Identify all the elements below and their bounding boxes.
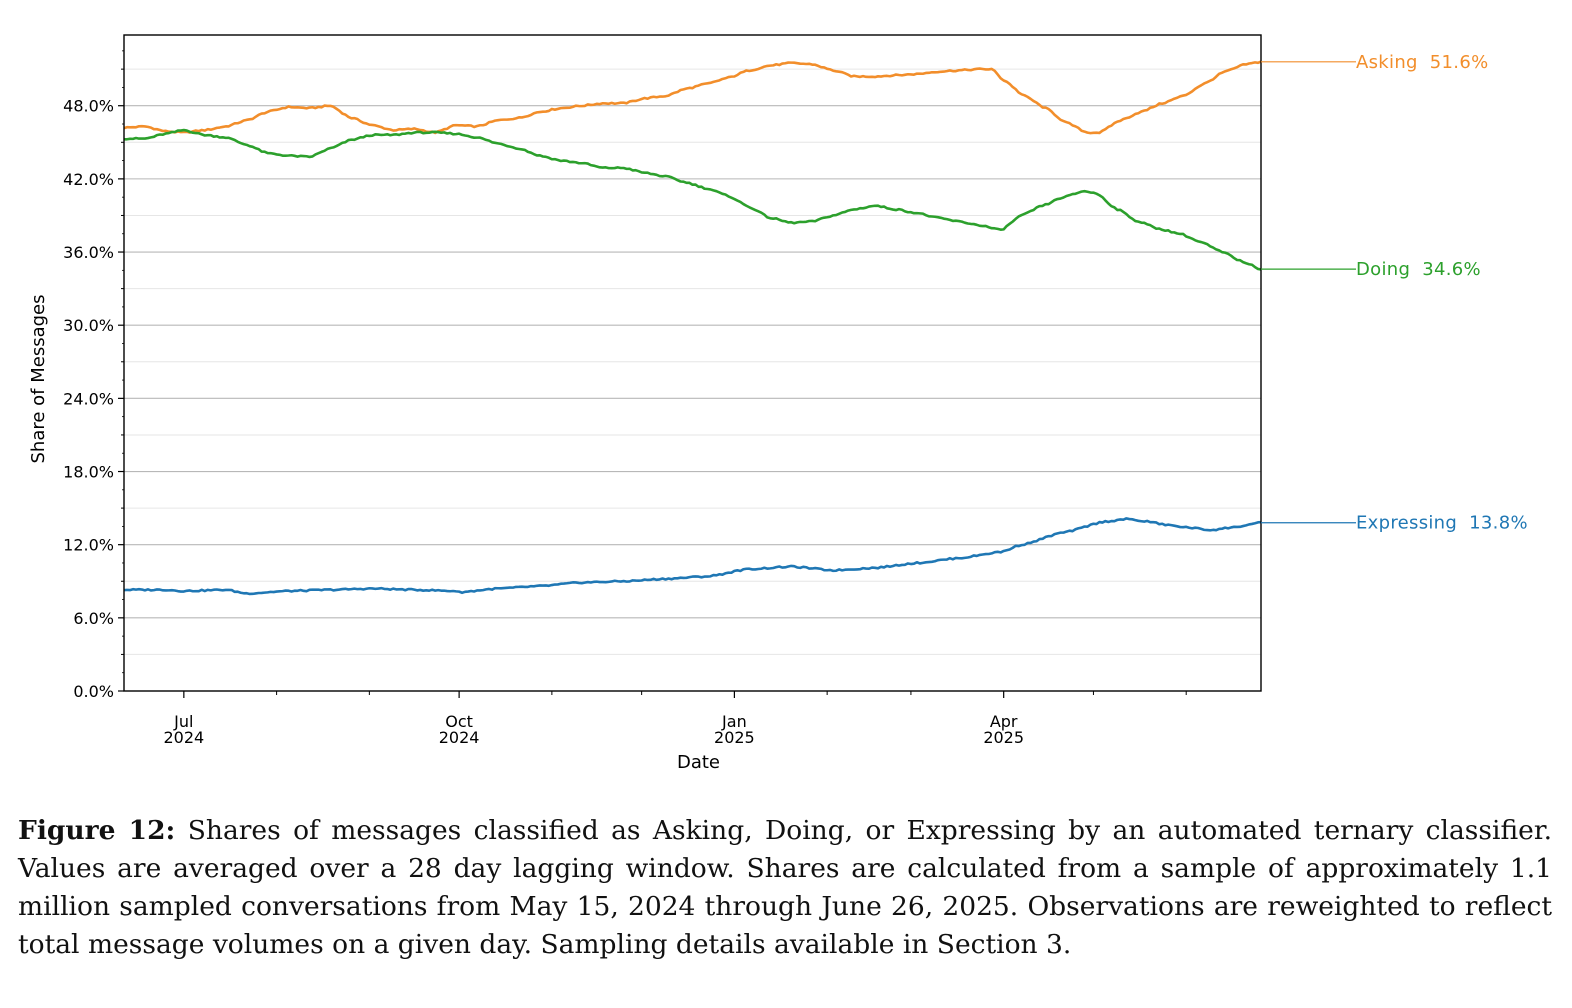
plot-frame xyxy=(123,34,1262,692)
x-tick-label: 2025 xyxy=(714,728,755,747)
y-tick-label: 36.0% xyxy=(63,243,114,262)
end-labels: Asking 51.6% Doing 34.6% Expressing 13.8% xyxy=(1261,52,1528,534)
x-tick-label: Apr xyxy=(990,712,1018,731)
y-tick-label: 18.0% xyxy=(63,463,114,482)
x-tick-label: Jan xyxy=(721,712,747,731)
y-tick-label: 30.0% xyxy=(63,316,114,335)
x-tick-label: 2024 xyxy=(163,728,204,747)
y-tick-label: 24.0% xyxy=(63,389,114,408)
x-tick-label: Jul xyxy=(173,712,193,731)
series-lines xyxy=(123,60,1262,596)
y-tick-label: 42.0% xyxy=(63,170,114,189)
y-tick-label: 48.0% xyxy=(63,97,114,116)
end-label-asking: Asking 51.6% xyxy=(1356,52,1488,73)
y-tick-label: 0.0% xyxy=(73,682,114,701)
y-tick-label: 12.0% xyxy=(63,536,114,555)
line-chart: 0.0% 6.0% 12.0% 18.0% 24.0% 30.0% 36.0% 42.0% 48… xyxy=(28,34,1528,773)
x-axis-title: Date xyxy=(677,752,720,773)
caption-text: Shares of messages classified as Asking,… xyxy=(18,815,1552,960)
end-label-doing: Doing 34.6% xyxy=(1356,259,1481,280)
x-tick-label: 2024 xyxy=(439,728,480,747)
x-tick-label: 2025 xyxy=(983,728,1024,747)
grid-lines xyxy=(124,68,1261,655)
y-tick-label: 6.0% xyxy=(73,609,114,628)
axis-ticks: 0.0% 6.0% 12.0% 18.0% 24.0% 30.0% 36.0% 42.0% 48… xyxy=(63,50,1187,747)
x-tick-label: Oct xyxy=(445,712,473,731)
series-line-expressing xyxy=(123,517,1262,596)
end-label-expressing: Expressing 13.8% xyxy=(1356,513,1528,534)
figure-label: Figure 12: xyxy=(18,815,176,846)
figure-caption: Figure 12: Shares of messages classified… xyxy=(18,812,1552,964)
series-line-asking xyxy=(123,60,1262,135)
y-axis-title: Share of Messages xyxy=(28,294,49,463)
series-line-doing xyxy=(123,128,1262,271)
